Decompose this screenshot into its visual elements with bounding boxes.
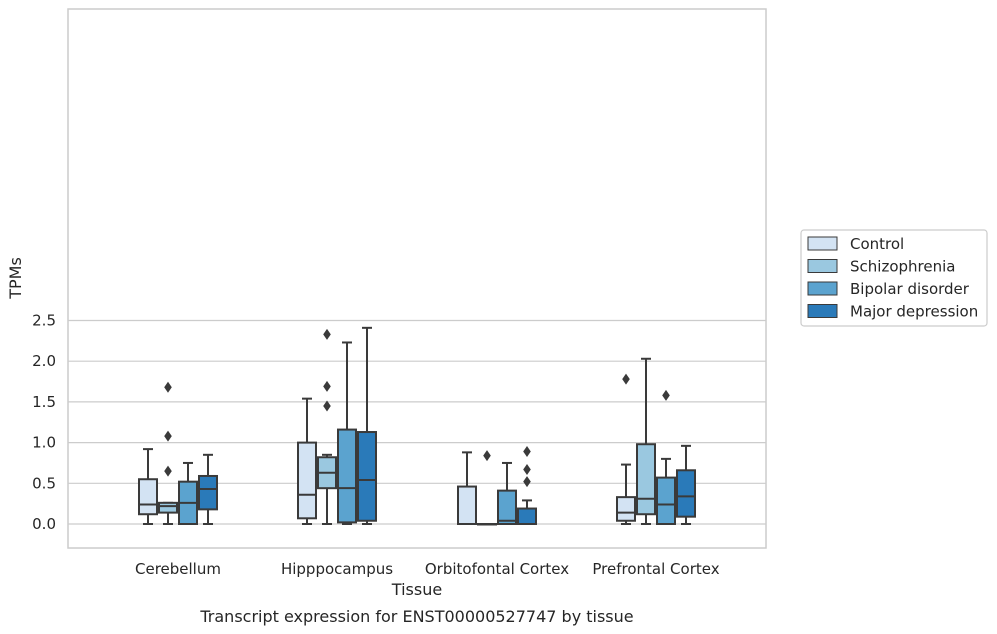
legend-swatch — [807, 236, 838, 251]
box-group — [317, 328, 337, 525]
y-tick-label: 0.5 — [32, 474, 56, 492]
outlier-point — [523, 476, 531, 488]
y-axis-title: TPMs — [6, 257, 25, 300]
legend-swatch — [807, 281, 838, 296]
box-group — [337, 341, 357, 525]
outlier-point — [662, 389, 670, 401]
outlier-point — [164, 430, 172, 442]
box-iqr — [616, 496, 636, 522]
x-tick-label: Cerebellum — [135, 560, 221, 578]
box-group — [457, 451, 477, 525]
box-group — [497, 461, 517, 526]
y-tick-label: 2.5 — [32, 312, 56, 330]
box-iqr — [656, 476, 676, 525]
y-tick-label: 1.0 — [32, 434, 56, 452]
y-tick-label: 1.5 — [32, 393, 56, 411]
box-group — [198, 453, 218, 525]
box-group — [676, 444, 696, 525]
box-plot-area — [138, 326, 696, 526]
box-iqr — [158, 501, 178, 514]
legend-swatch — [807, 304, 838, 318]
box-group — [656, 389, 676, 525]
outlier-point — [622, 373, 630, 385]
outlier-point — [523, 446, 531, 458]
legend-label: Schizophrenia — [850, 258, 955, 276]
box-group — [178, 461, 198, 525]
plot-frame — [67, 8, 767, 549]
outlier-point — [523, 463, 531, 475]
x-tick-label: Hipppocampus — [281, 560, 393, 578]
box-group — [477, 450, 497, 526]
outlier-point — [164, 381, 172, 393]
x-axis: Cerebellum Hipppocampus Orbitofontal Corte… — [135, 560, 720, 578]
y-tick-label: 2.0 — [32, 352, 56, 370]
box-iqr — [517, 507, 537, 525]
outlier-point — [483, 450, 491, 462]
box-group — [517, 446, 537, 525]
box-group — [616, 373, 636, 525]
box-group — [158, 381, 178, 525]
box-group — [297, 397, 317, 525]
x-axis-title: Tissue — [391, 580, 442, 599]
legend: Control Schizophrenia Bipolar disorder Majo… — [800, 229, 988, 327]
box-iqr — [676, 469, 696, 518]
box-iqr — [357, 431, 377, 522]
legend-label: Control — [850, 235, 904, 253]
box-group — [138, 448, 158, 525]
outlier-point — [323, 400, 331, 412]
box-iqr — [337, 428, 357, 524]
box-group — [357, 326, 377, 525]
legend-swatch — [807, 259, 838, 273]
box-iqr — [297, 441, 317, 520]
y-axis: 0.0 0.5 1.0 1.5 2.0 2.5 — [32, 312, 56, 534]
legend-frame — [800, 229, 988, 327]
x-tick-label: Orbitofontal Cortex — [425, 560, 569, 578]
legend-label: Major depression — [850, 303, 978, 321]
box-iqr — [138, 478, 158, 516]
chart-caption: Transcript expression for ENST0000052774… — [199, 607, 633, 626]
box-group — [636, 357, 656, 525]
y-tick-label: 0.0 — [32, 515, 56, 533]
box-iqr — [457, 485, 477, 525]
outlier-point — [323, 328, 331, 340]
x-tick-label: Prefrontal Cortex — [592, 560, 719, 578]
box-iqr — [497, 489, 517, 526]
legend-label: Bipolar disorder — [850, 280, 970, 298]
box-iqr — [636, 443, 656, 516]
outlier-point — [323, 380, 331, 392]
box-iqr — [198, 474, 218, 511]
outlier-point — [164, 465, 172, 477]
